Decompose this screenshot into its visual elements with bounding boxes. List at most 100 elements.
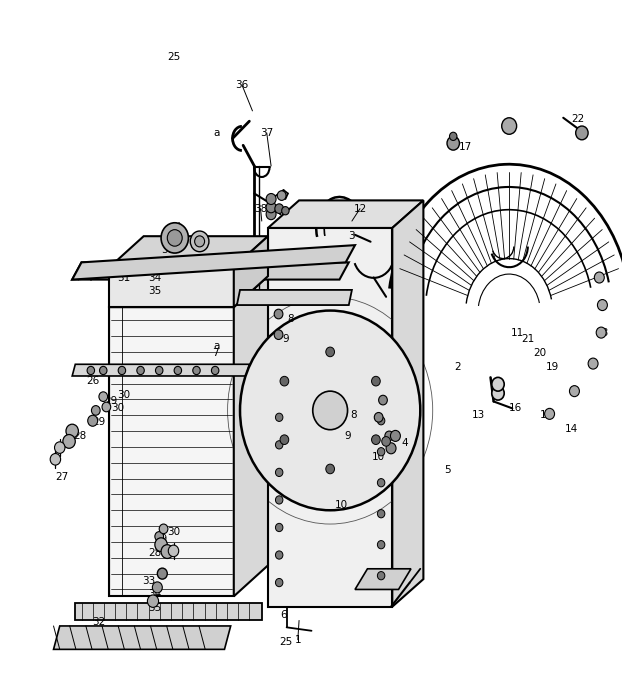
Circle shape <box>190 231 209 252</box>
Text: 8: 8 <box>288 314 294 324</box>
Polygon shape <box>75 603 262 620</box>
Polygon shape <box>392 200 424 607</box>
Text: 2: 2 <box>454 362 461 372</box>
Circle shape <box>275 496 283 504</box>
Polygon shape <box>237 290 352 305</box>
Circle shape <box>102 402 111 412</box>
Text: 38: 38 <box>254 204 267 214</box>
Text: 1: 1 <box>295 635 301 644</box>
Text: 9: 9 <box>282 335 288 344</box>
Text: 10: 10 <box>335 500 348 510</box>
Circle shape <box>378 448 385 456</box>
Circle shape <box>596 327 606 338</box>
Text: 32: 32 <box>92 617 105 627</box>
Text: 31: 31 <box>117 273 130 282</box>
Text: 9: 9 <box>345 431 351 441</box>
Circle shape <box>275 578 283 586</box>
Text: 11: 11 <box>511 328 525 337</box>
Polygon shape <box>72 364 249 376</box>
Circle shape <box>576 126 588 140</box>
Text: 14: 14 <box>564 424 578 434</box>
Circle shape <box>371 435 380 444</box>
Circle shape <box>161 223 188 253</box>
Circle shape <box>211 366 219 375</box>
Circle shape <box>63 435 75 448</box>
Circle shape <box>502 118 516 135</box>
Circle shape <box>118 366 126 375</box>
Circle shape <box>447 137 459 150</box>
Circle shape <box>492 377 504 391</box>
Circle shape <box>597 299 607 310</box>
Circle shape <box>168 545 179 557</box>
Circle shape <box>374 413 383 422</box>
Circle shape <box>450 132 457 141</box>
Text: 10: 10 <box>372 451 385 462</box>
Text: 33: 33 <box>148 259 161 268</box>
Circle shape <box>174 366 181 375</box>
Circle shape <box>266 201 276 213</box>
Circle shape <box>266 208 276 219</box>
Circle shape <box>313 391 348 430</box>
Text: 24: 24 <box>503 121 516 131</box>
Circle shape <box>275 413 283 422</box>
Text: 19: 19 <box>546 362 559 372</box>
Text: 35: 35 <box>148 286 161 296</box>
Polygon shape <box>234 276 268 596</box>
Circle shape <box>594 272 604 283</box>
Text: 27: 27 <box>55 472 69 482</box>
Circle shape <box>137 366 145 375</box>
Polygon shape <box>72 245 355 279</box>
Polygon shape <box>268 200 424 228</box>
Text: 29: 29 <box>155 534 168 544</box>
Circle shape <box>240 310 421 511</box>
Text: 25: 25 <box>167 52 180 62</box>
Circle shape <box>382 437 391 446</box>
Text: 3: 3 <box>349 231 355 241</box>
Circle shape <box>379 395 388 405</box>
Text: 13: 13 <box>472 411 485 420</box>
Circle shape <box>326 347 335 357</box>
Text: 18: 18 <box>596 328 609 337</box>
Circle shape <box>378 540 385 549</box>
Circle shape <box>275 469 283 477</box>
Text: 26: 26 <box>86 376 99 386</box>
Circle shape <box>266 193 276 204</box>
Circle shape <box>492 386 504 400</box>
Text: 25: 25 <box>278 638 292 647</box>
Text: 22: 22 <box>571 114 584 124</box>
Text: 37: 37 <box>260 128 273 138</box>
Circle shape <box>50 453 60 465</box>
Circle shape <box>99 392 108 402</box>
Text: 30: 30 <box>117 390 130 400</box>
Circle shape <box>385 431 394 441</box>
Circle shape <box>155 538 168 551</box>
Text: 16: 16 <box>509 404 522 413</box>
Circle shape <box>378 479 385 487</box>
Circle shape <box>378 510 385 518</box>
Circle shape <box>386 443 396 454</box>
Circle shape <box>545 408 554 420</box>
Polygon shape <box>110 276 268 307</box>
Text: 20: 20 <box>534 348 547 358</box>
Text: 8: 8 <box>351 411 357 420</box>
Text: 30: 30 <box>167 527 180 538</box>
Circle shape <box>588 358 598 369</box>
Text: 34: 34 <box>148 273 161 282</box>
Polygon shape <box>234 236 268 307</box>
Circle shape <box>161 544 173 558</box>
Circle shape <box>100 366 107 375</box>
Circle shape <box>391 431 401 442</box>
Polygon shape <box>110 236 268 267</box>
Circle shape <box>371 376 380 386</box>
Circle shape <box>156 366 163 375</box>
Text: a: a <box>214 342 220 351</box>
Text: 21: 21 <box>521 335 535 344</box>
Circle shape <box>193 366 200 375</box>
Polygon shape <box>110 307 234 596</box>
Polygon shape <box>110 267 234 307</box>
Text: 33: 33 <box>142 575 155 586</box>
Text: 36: 36 <box>235 80 249 90</box>
Circle shape <box>92 406 100 415</box>
Circle shape <box>158 568 168 579</box>
Circle shape <box>378 571 385 580</box>
